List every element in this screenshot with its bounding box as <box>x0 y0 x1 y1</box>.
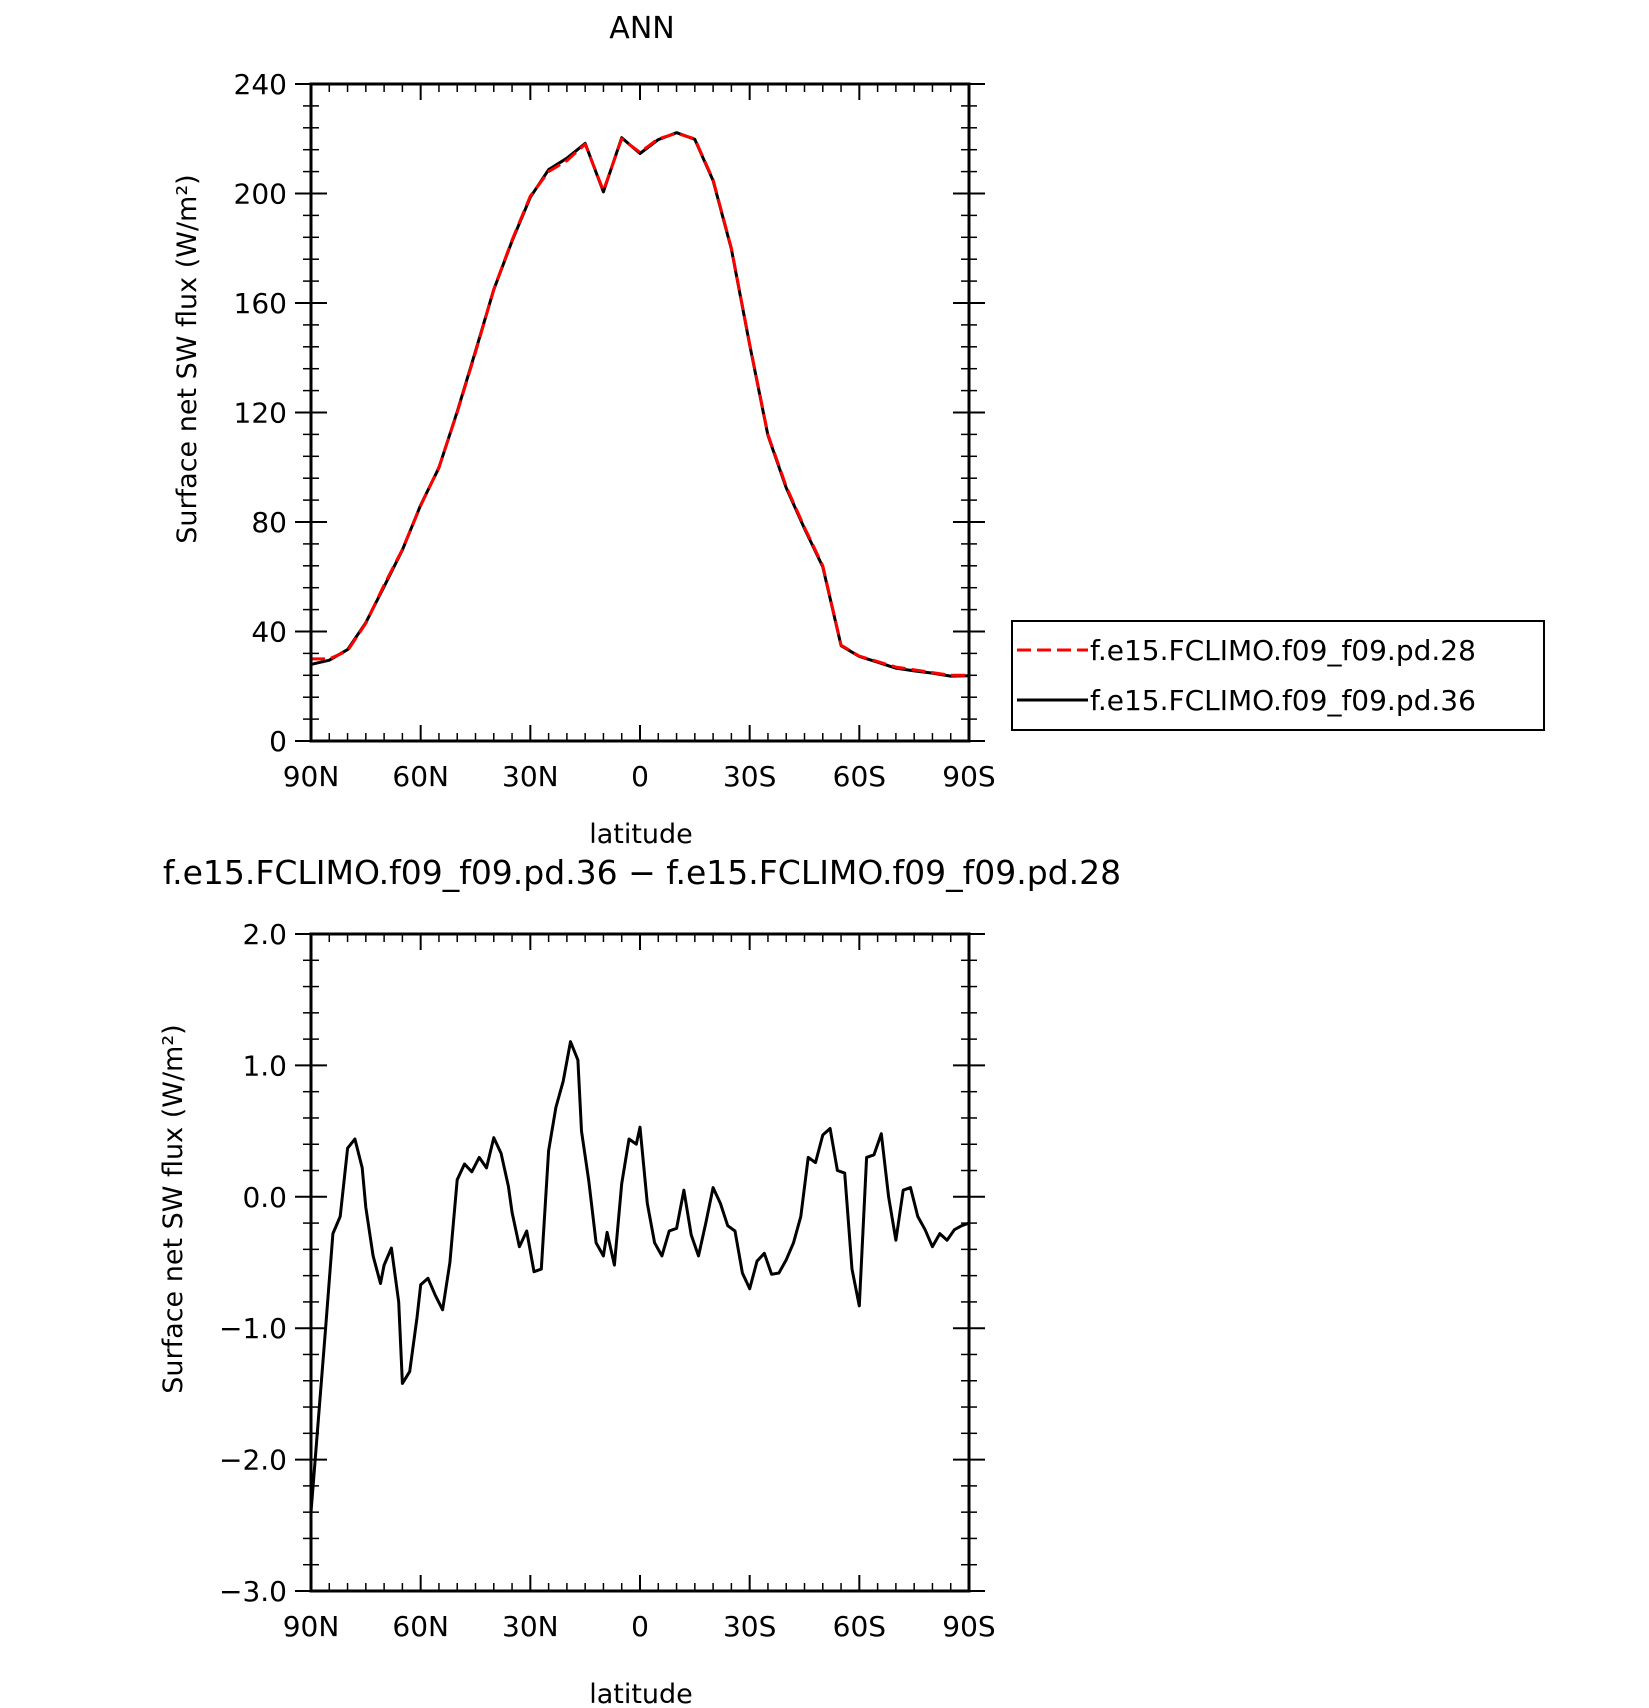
panel-bottom-frame <box>309 932 971 1593</box>
bottom-xtick-label: 90N <box>283 1610 340 1643</box>
mean-flux-panel: ANN Surface net SW flux (W/m²) latitude … <box>172 11 996 850</box>
top-xtick-label: 30S <box>723 760 776 793</box>
top-xtick-label: 30N <box>502 760 559 793</box>
top-ytick-label: 160 <box>234 287 287 320</box>
bottom-axis-ticks: 90N 60N 30N 0 30S 60S 90S −3.0 −2.0 −1.0 0.0 1.0 2.0 <box>219 918 996 1643</box>
top-ytick-label: 0 <box>269 725 287 758</box>
bottom-ytick-label: −2.0 <box>219 1444 287 1477</box>
top-ytick-label: 80 <box>251 506 287 539</box>
top-ytick-label: 120 <box>234 397 287 430</box>
top-xtick-label: 90N <box>283 760 340 793</box>
bottom-ytick-label: −1.0 <box>219 1312 287 1345</box>
panel-top-ylabel: Surface net SW flux (W/m²) <box>172 174 203 543</box>
top-series-lines <box>310 131 970 678</box>
top-xtick-label: 90S <box>942 760 995 793</box>
bottom-ytick-label: 2.0 <box>242 918 287 951</box>
bottom-xtick-label: 60S <box>833 1610 886 1643</box>
bottom-xtick-label: 0 <box>631 1610 649 1643</box>
panel-bottom-xlabel: latitude <box>589 1679 693 1708</box>
top-series-line-0 <box>311 131 969 677</box>
bottom-ytick-label: 1.0 <box>242 1049 287 1082</box>
legend: f.e15.FCLIMO.f09_f09.pd.28 f.e15.FCLIMO.… <box>1011 620 1545 731</box>
top-ytick-label: 240 <box>234 68 287 101</box>
difference-panel: f.e15.FCLIMO.f09_f09.pd.36 − f.e15.FCLIM… <box>158 853 1121 1708</box>
legend-box <box>1011 620 1545 731</box>
bottom-xtick-label: 30S <box>723 1610 776 1643</box>
top-xtick-label: 0 <box>631 760 649 793</box>
bottom-xtick-label: 90S <box>942 1610 995 1643</box>
bottom-ytick-label: −3.0 <box>219 1575 287 1608</box>
panel-bottom-ylabel: Surface net SW flux (W/m²) <box>158 1024 189 1393</box>
top-ytick-label: 40 <box>251 616 287 649</box>
panel-bottom-title: f.e15.FCLIMO.f09_f09.pd.36 − f.e15.FCLIM… <box>163 853 1121 892</box>
top-xtick-label: 60N <box>392 760 449 793</box>
bottom-xtick-label: 60N <box>392 1610 449 1643</box>
panel-top-frame <box>309 82 971 743</box>
panel-top-xlabel: latitude <box>589 819 693 850</box>
bottom-xtick-label: 30N <box>502 1610 559 1643</box>
bottom-ytick-label: 0.0 <box>242 1181 287 1214</box>
top-axis-ticks: 90N 60N 30N 0 30S 60S 90S 0 40 80 120 160 200 240 <box>234 68 996 793</box>
top-ytick-label: 200 <box>234 178 287 211</box>
legend-label-pd36: f.e15.FCLIMO.f09_f09.pd.36 <box>1090 684 1476 717</box>
bottom-series-lines <box>309 1040 970 1513</box>
top-xtick-label: 60S <box>833 760 886 793</box>
panel-top-title: ANN <box>609 11 674 46</box>
top-series-line-1 <box>310 131 970 678</box>
legend-label-pd28: f.e15.FCLIMO.f09_f09.pd.28 <box>1090 634 1476 667</box>
bottom-series-line-0 <box>309 1040 970 1513</box>
